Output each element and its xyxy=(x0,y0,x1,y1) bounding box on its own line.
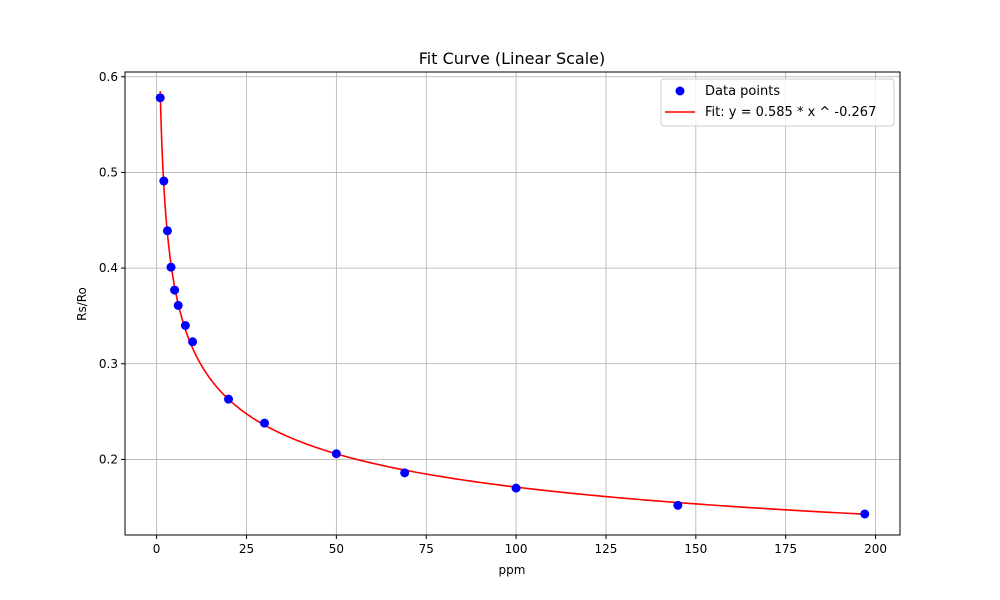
data-point xyxy=(259,418,269,428)
grid xyxy=(125,72,900,535)
data-point xyxy=(155,93,165,103)
data-point xyxy=(673,500,683,510)
data-point xyxy=(400,468,410,478)
data-point xyxy=(170,285,180,295)
y-tick-label: 0.2 xyxy=(99,452,118,466)
legend-box xyxy=(660,78,895,127)
data-point xyxy=(166,262,176,272)
data-point xyxy=(224,394,234,404)
data-point xyxy=(331,449,341,459)
fit-curve-line xyxy=(159,91,865,516)
data-point xyxy=(159,176,169,186)
data-point xyxy=(511,483,521,493)
y-axis-label: Rs/Ro xyxy=(75,287,89,321)
x-tick-label: 50 xyxy=(329,542,344,556)
legend-label-data-points: Data points xyxy=(705,84,780,99)
data-point xyxy=(180,321,190,331)
y-tick-label: 0.3 xyxy=(99,357,118,371)
x-axis-label: ppm xyxy=(499,563,526,577)
legend-label-fit: Fit: y = 0.585 * x ^ -0.267 xyxy=(705,105,876,120)
y-tick-label: 0.4 xyxy=(99,261,118,275)
plot-frame xyxy=(124,71,901,536)
x-tick-label: 175 xyxy=(774,542,797,556)
legend-marker-data-points xyxy=(675,86,685,96)
data-points-layer xyxy=(155,93,870,519)
data-point xyxy=(188,337,198,347)
data-point xyxy=(860,509,870,519)
x-axis-ticks: 0 25 50 75 100 125 150 175 200 xyxy=(153,535,887,556)
y-axis-ticks: 0.2 0.3 0.4 0.5 0.6 xyxy=(99,70,125,466)
y-tick-label: 0.5 xyxy=(99,165,118,179)
chart-title: Fit Curve (Linear Scale) xyxy=(419,49,605,68)
x-tick-label: 75 xyxy=(419,542,434,556)
data-point xyxy=(162,226,172,236)
data-point xyxy=(173,300,183,310)
x-tick-label: 150 xyxy=(684,542,707,556)
x-tick-label: 200 xyxy=(864,542,887,556)
x-tick-label: 0 xyxy=(153,542,161,556)
y-tick-label: 0.6 xyxy=(99,70,118,84)
x-tick-label: 100 xyxy=(505,542,528,556)
x-tick-label: 25 xyxy=(239,542,254,556)
fit-curve-layer xyxy=(159,91,865,516)
x-tick-label: 125 xyxy=(595,542,618,556)
legend: Data points Fit: y = 0.585 * x ^ -0.267 xyxy=(660,78,895,127)
